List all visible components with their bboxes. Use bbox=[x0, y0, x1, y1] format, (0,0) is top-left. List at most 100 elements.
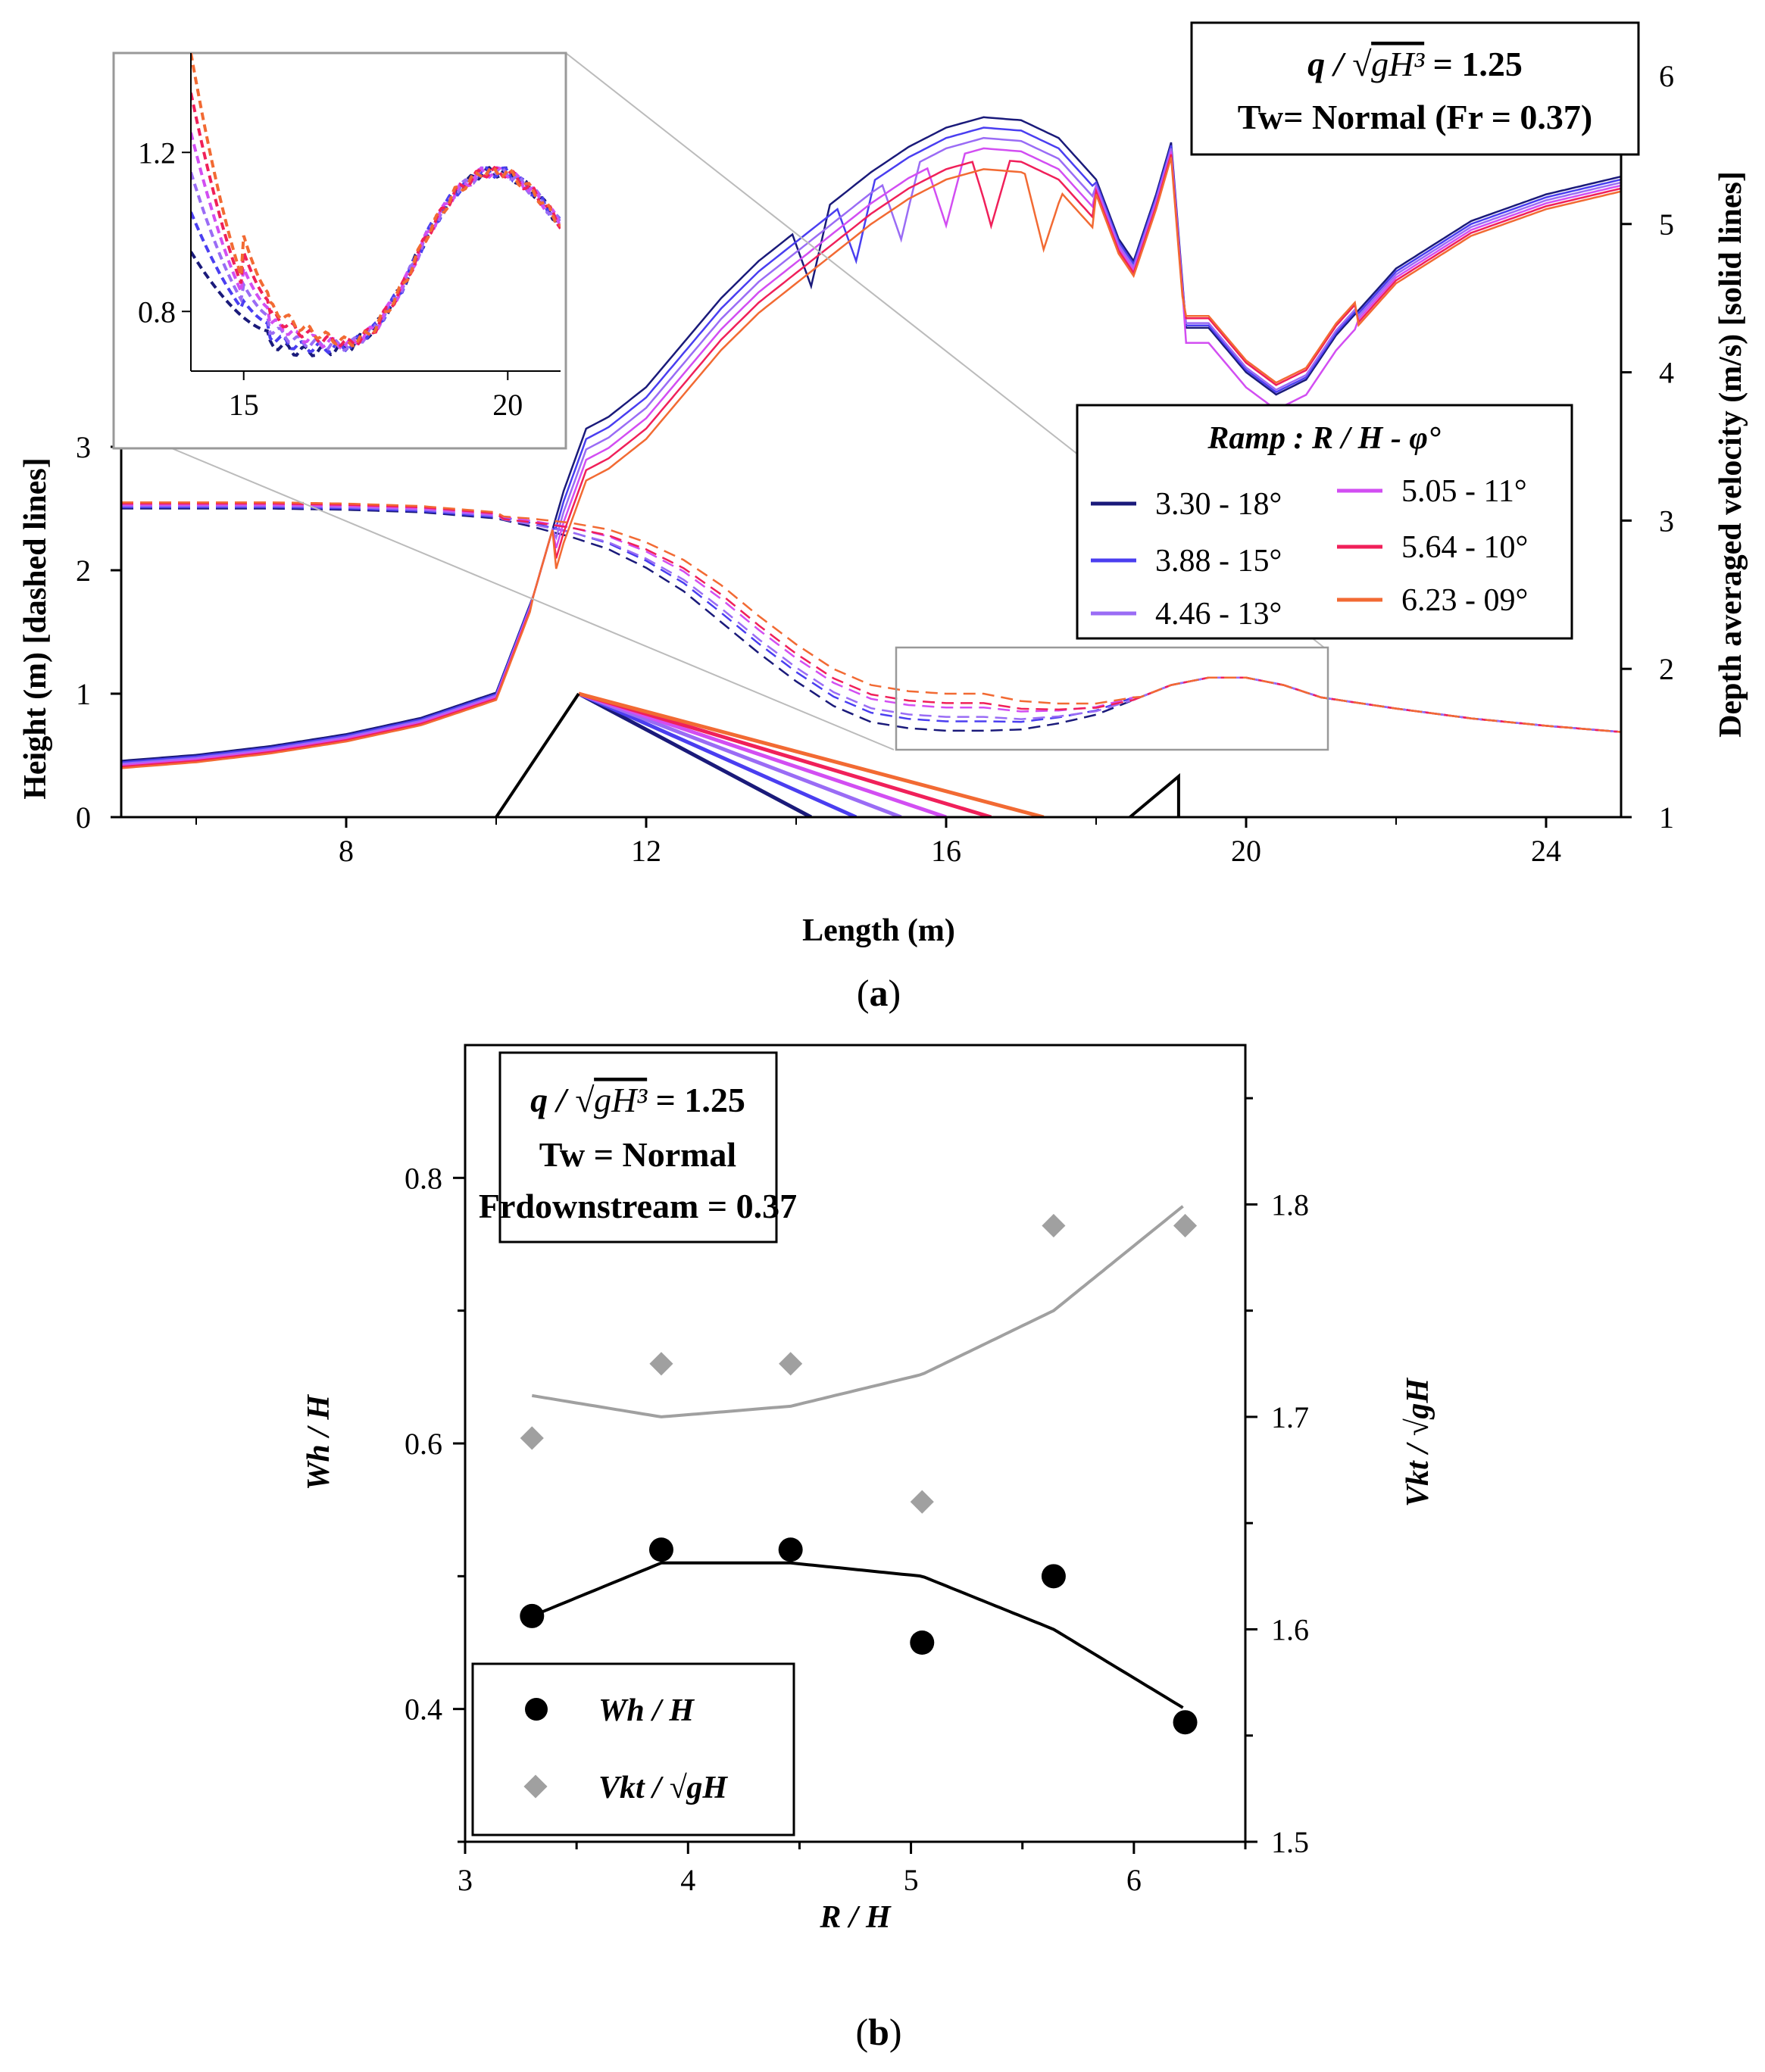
height-dashed-line bbox=[121, 502, 1621, 733]
vkt-fit-curve bbox=[531, 1205, 1184, 1418]
y-left-tick-label: 0.4 bbox=[405, 1693, 442, 1727]
velocity-solid-line bbox=[121, 154, 1621, 768]
x-tick-label: 8 bbox=[339, 834, 354, 868]
panel-b-plot-area bbox=[520, 1205, 1198, 1735]
ramp-slope-line bbox=[578, 691, 992, 818]
panel-a-legend: Ramp : R / H - φ° 3.30 - 18° 3.88 - 15° 4.… bbox=[1076, 404, 1573, 640]
annotation-box bbox=[498, 1051, 778, 1244]
panel-b-ylabel-left: Wh / H bbox=[301, 1394, 336, 1490]
panel-a-caption: (a) bbox=[857, 972, 901, 1014]
vkt-point bbox=[520, 1426, 544, 1450]
panel-b-xlabel: R / H bbox=[819, 1900, 892, 1935]
y-right-tick-label: 4 bbox=[1659, 356, 1674, 390]
legend-title: Ramp : R / H - φ° bbox=[1207, 421, 1441, 456]
inset-y-tick-label: 1.2 bbox=[138, 136, 176, 170]
legend-box bbox=[471, 1662, 795, 1836]
annotation-line-1: q / √gH³ = 1.25 bbox=[1307, 45, 1523, 83]
wh-fit-curve bbox=[531, 1561, 1184, 1709]
y-left-tick-label: 3 bbox=[76, 430, 91, 464]
inset-height-line bbox=[191, 166, 561, 354]
y-left-tick-label: 2 bbox=[76, 554, 91, 588]
vkt-point bbox=[1042, 1213, 1066, 1238]
inset-height-line bbox=[191, 53, 561, 348]
inset-pointer-line bbox=[113, 423, 895, 750]
inset-panel: 15 20 0.8 1.2 bbox=[112, 51, 567, 450]
velocity-solid-line bbox=[121, 136, 1621, 765]
x-tick-label: 6 bbox=[1126, 1863, 1142, 1897]
y-right-tick-label: 1.8 bbox=[1271, 1187, 1309, 1222]
panel-b-legend: Wh / H Vkt / √gH bbox=[471, 1662, 795, 1836]
inset-plot-area bbox=[191, 53, 561, 357]
y-right-tick-label: 2 bbox=[1659, 652, 1674, 686]
legend-label: 5.05 - 11° bbox=[1401, 474, 1527, 509]
wh-point bbox=[1173, 1710, 1198, 1735]
velocity-solid-line bbox=[121, 157, 1621, 769]
y-right-tick-label: 1.7 bbox=[1271, 1400, 1309, 1434]
annotation-line-3: Frdownstream = 0.37 bbox=[479, 1187, 797, 1225]
panel-a-plot-area bbox=[121, 116, 1621, 818]
velocity-solid-line bbox=[121, 116, 1621, 762]
inset-height-line bbox=[191, 132, 561, 351]
x-tick-label: 24 bbox=[1531, 834, 1561, 868]
wh-point bbox=[520, 1603, 545, 1628]
velocity-solid-line bbox=[121, 126, 1621, 763]
panel-b-ticks: 3 4 5 6 0.4 0.6 0.8 1.5 1.6 1.7 1.8 bbox=[405, 1097, 1309, 1897]
wh-point bbox=[778, 1537, 803, 1562]
legend-label: 3.88 - 15° bbox=[1155, 544, 1282, 579]
legend-box bbox=[1076, 404, 1573, 640]
x-tick-label: 5 bbox=[904, 1863, 919, 1897]
panel-b-annotation: q / √gH³ = 1.25 Tw = Normal Frdownstream… bbox=[479, 1051, 797, 1244]
ramp-slope-line bbox=[577, 691, 858, 818]
panel-a-annotation: q / √gH³ = 1.25 Tw= Normal (Fr = 0.37) bbox=[1190, 21, 1640, 156]
panel-a-ylabel-left: Height (m) [dashed lines] bbox=[18, 457, 53, 800]
y-right-tick-label: 3 bbox=[1659, 504, 1674, 538]
panel-a-ylabel-right: Depth averaged velocity (m/s) [solid lin… bbox=[1713, 171, 1748, 738]
x-tick-label: 20 bbox=[1231, 834, 1261, 868]
y-left-tick-label: 0 bbox=[76, 800, 91, 835]
legend-label: 6.23 - 09° bbox=[1401, 583, 1528, 618]
ramp-slope-line bbox=[577, 691, 812, 818]
ramp-slope-line bbox=[578, 691, 1045, 818]
legend-label: 4.46 - 13° bbox=[1155, 597, 1282, 632]
vkt-point bbox=[1173, 1213, 1198, 1238]
y-left-tick-label: 0.6 bbox=[405, 1427, 442, 1461]
y-right-tick-label: 1 bbox=[1659, 800, 1674, 835]
y-right-tick-label: 6 bbox=[1659, 59, 1674, 93]
y-right-tick-label: 1.5 bbox=[1271, 1825, 1309, 1859]
inset-frame bbox=[112, 51, 567, 450]
legend-label-vkt: Vkt / √gH bbox=[598, 1771, 728, 1805]
legend-diamond-marker bbox=[523, 1774, 548, 1799]
vkt-point bbox=[779, 1352, 803, 1376]
inset-x-tick-label: 15 bbox=[229, 388, 259, 422]
legend-entries: 3.30 - 18° 3.88 - 15° 4.46 - 13° 5.05 - 11°… bbox=[1091, 474, 1528, 632]
height-dashed-line bbox=[121, 507, 1621, 733]
height-dashed-line bbox=[121, 501, 1621, 733]
ramp-front-edge bbox=[495, 692, 580, 818]
x-tick-label: 3 bbox=[458, 1863, 473, 1897]
y-right-tick-label: 1.6 bbox=[1271, 1612, 1309, 1646]
wh-point bbox=[1041, 1564, 1066, 1589]
vkt-point bbox=[649, 1352, 673, 1376]
legend-label: 3.30 - 18° bbox=[1155, 487, 1282, 522]
ramp-slope-line bbox=[578, 691, 902, 818]
legend-circle-marker bbox=[525, 1698, 548, 1721]
x-tick-label: 12 bbox=[631, 834, 661, 868]
panel-b: 3 4 5 6 0.4 0.6 0.8 1.5 1.6 1.7 1.8 R / H Wh / H V… bbox=[301, 1044, 1435, 2053]
wh-point bbox=[910, 1630, 935, 1655]
x-tick-label: 4 bbox=[680, 1863, 695, 1897]
annotation-box bbox=[1190, 21, 1640, 156]
weir-outline bbox=[1129, 772, 1180, 818]
vkt-point bbox=[910, 1490, 934, 1514]
annotation-line-2: Tw= Normal (Fr = 0.37) bbox=[1238, 98, 1592, 136]
annotation-line-2: Tw = Normal bbox=[539, 1135, 736, 1174]
inset-y-tick-label: 0.8 bbox=[138, 295, 176, 329]
zoom-region-box bbox=[895, 646, 1329, 751]
y-right-tick-label: 5 bbox=[1659, 208, 1674, 242]
legend-label: 5.64 - 10° bbox=[1401, 530, 1528, 565]
x-tick-label: 16 bbox=[931, 834, 961, 868]
inset-ticks: 15 20 0.8 1.2 bbox=[138, 136, 523, 422]
panel-b-ylabel-right: Vkt / √gH bbox=[1401, 1378, 1435, 1507]
